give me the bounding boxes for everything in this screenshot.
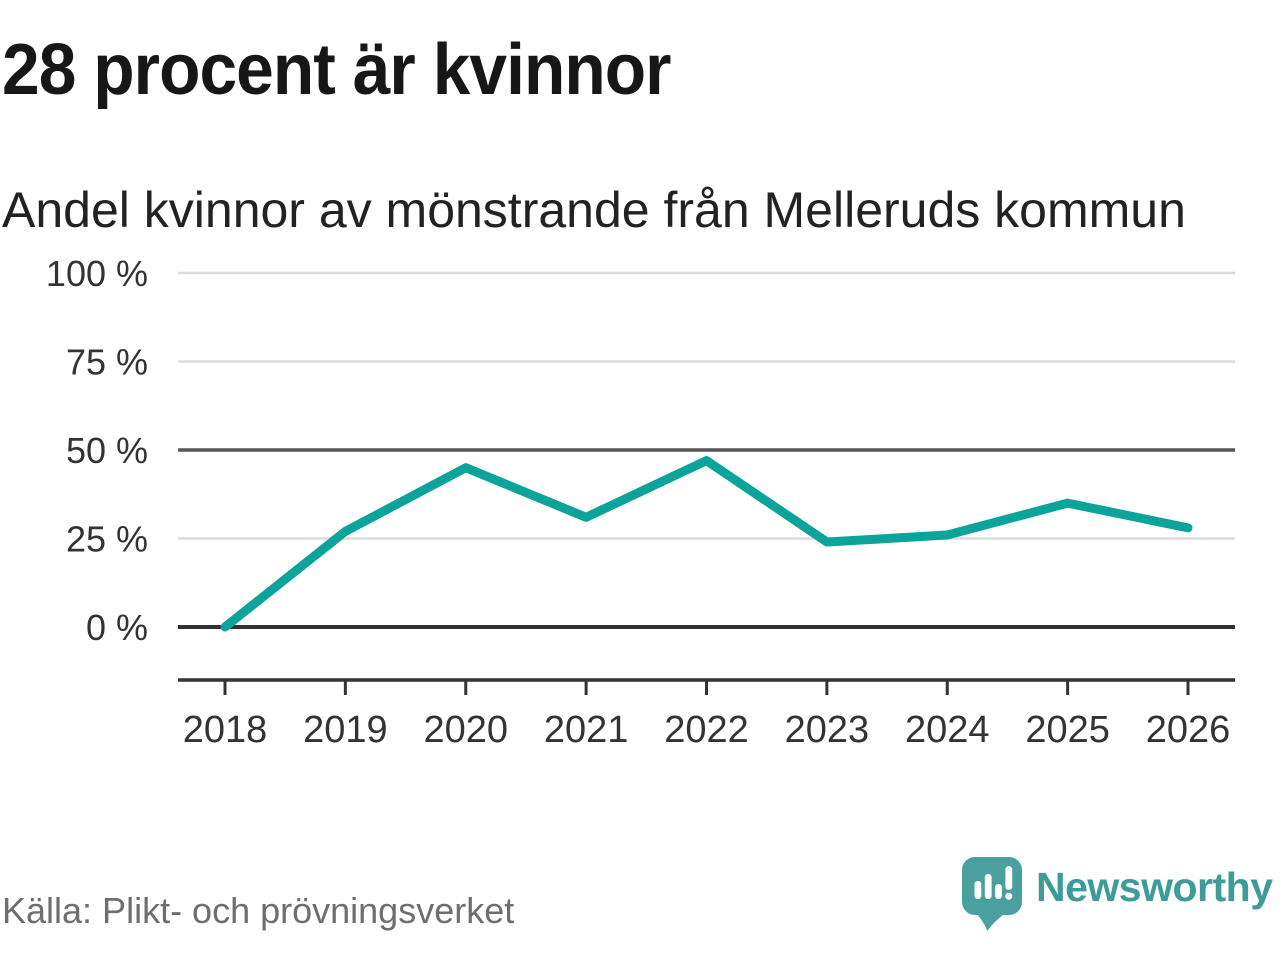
x-axis-label: 2019 [303,709,388,751]
x-axis-label: 2023 [785,709,870,751]
source-note: Källa: Plikt- och prövningsverket [2,890,515,931]
x-axis-label: 2024 [905,709,990,751]
x-axis-label: 2021 [544,709,629,751]
y-axis-label: 25 % [66,519,148,560]
exclamation-dot [1005,892,1013,900]
x-axis-label: 2020 [423,709,508,751]
newsworthy-logo[interactable]: Newsworthy [961,856,1273,934]
y-axis-label: 50 % [66,430,148,471]
y-axis-label: 0 % [86,607,148,648]
x-axis-label: 2025 [1025,709,1110,751]
y-axis-label: 75 % [66,342,148,383]
x-axis-label: 2026 [1146,709,1231,751]
x-axis-label: 2022 [664,709,749,751]
y-axis-label: 100 % [46,253,148,294]
speech-bubble-shape [962,857,1022,931]
bar-tall [984,874,992,899]
chart-title: 28 procent är kvinnor [2,30,672,110]
exclamation-bar [1005,866,1013,890]
chart-subtitle: Andel kvinnor av mönstrande från Melleru… [2,182,1186,238]
newsworthy-bubble-chart-icon [962,857,1022,931]
data-line [220,456,1193,632]
bar-medium [995,884,1002,899]
newsworthy-wordmark: Newsworthy [1036,863,1273,910]
bar-short [974,881,982,899]
x-axis-label: 2018 [183,709,268,751]
